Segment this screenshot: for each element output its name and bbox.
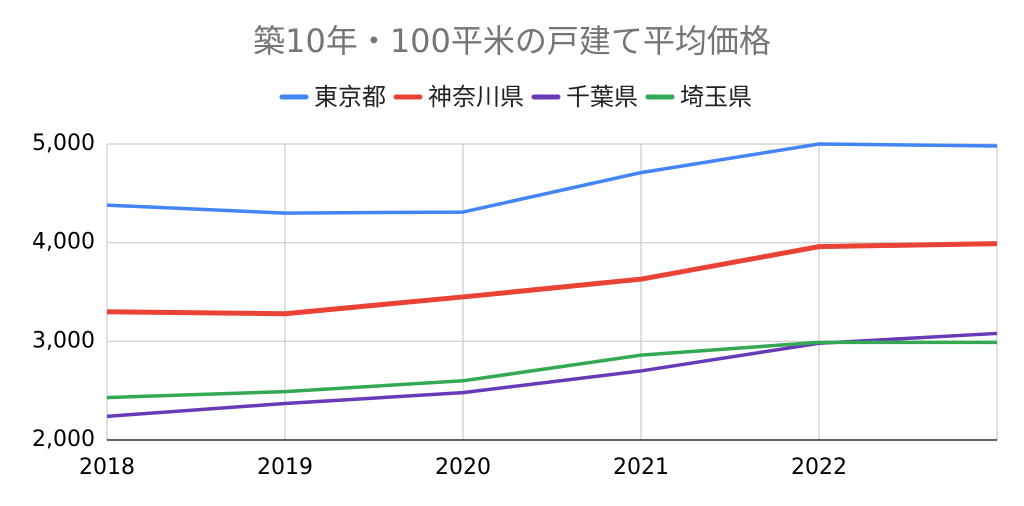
- legend-label: 埼玉県: [680, 83, 752, 111]
- x-tick-label: 2022: [791, 455, 847, 480]
- series-line: [106, 241, 998, 317]
- x-tick-label: 2019: [257, 455, 313, 480]
- y-tick-label: 3,000: [32, 328, 95, 353]
- series-line: [106, 142, 998, 215]
- y-tick-label: 4,000: [32, 230, 95, 255]
- legend-label: 千葉県: [566, 83, 638, 111]
- y-tick-label: 5,000: [32, 131, 95, 156]
- chart-title: 築10年・100平米の戸建て平均価格: [253, 22, 771, 60]
- y-tick-label: 2,000: [32, 427, 95, 452]
- series-line: [106, 331, 998, 419]
- x-tick-label: 2020: [435, 455, 491, 480]
- x-tick-label: 2018: [79, 455, 135, 480]
- legend-label: 神奈川県: [428, 83, 524, 111]
- legend-label: 東京都: [314, 83, 386, 111]
- x-tick-label: 2021: [613, 455, 669, 480]
- series-line: [106, 340, 997, 400]
